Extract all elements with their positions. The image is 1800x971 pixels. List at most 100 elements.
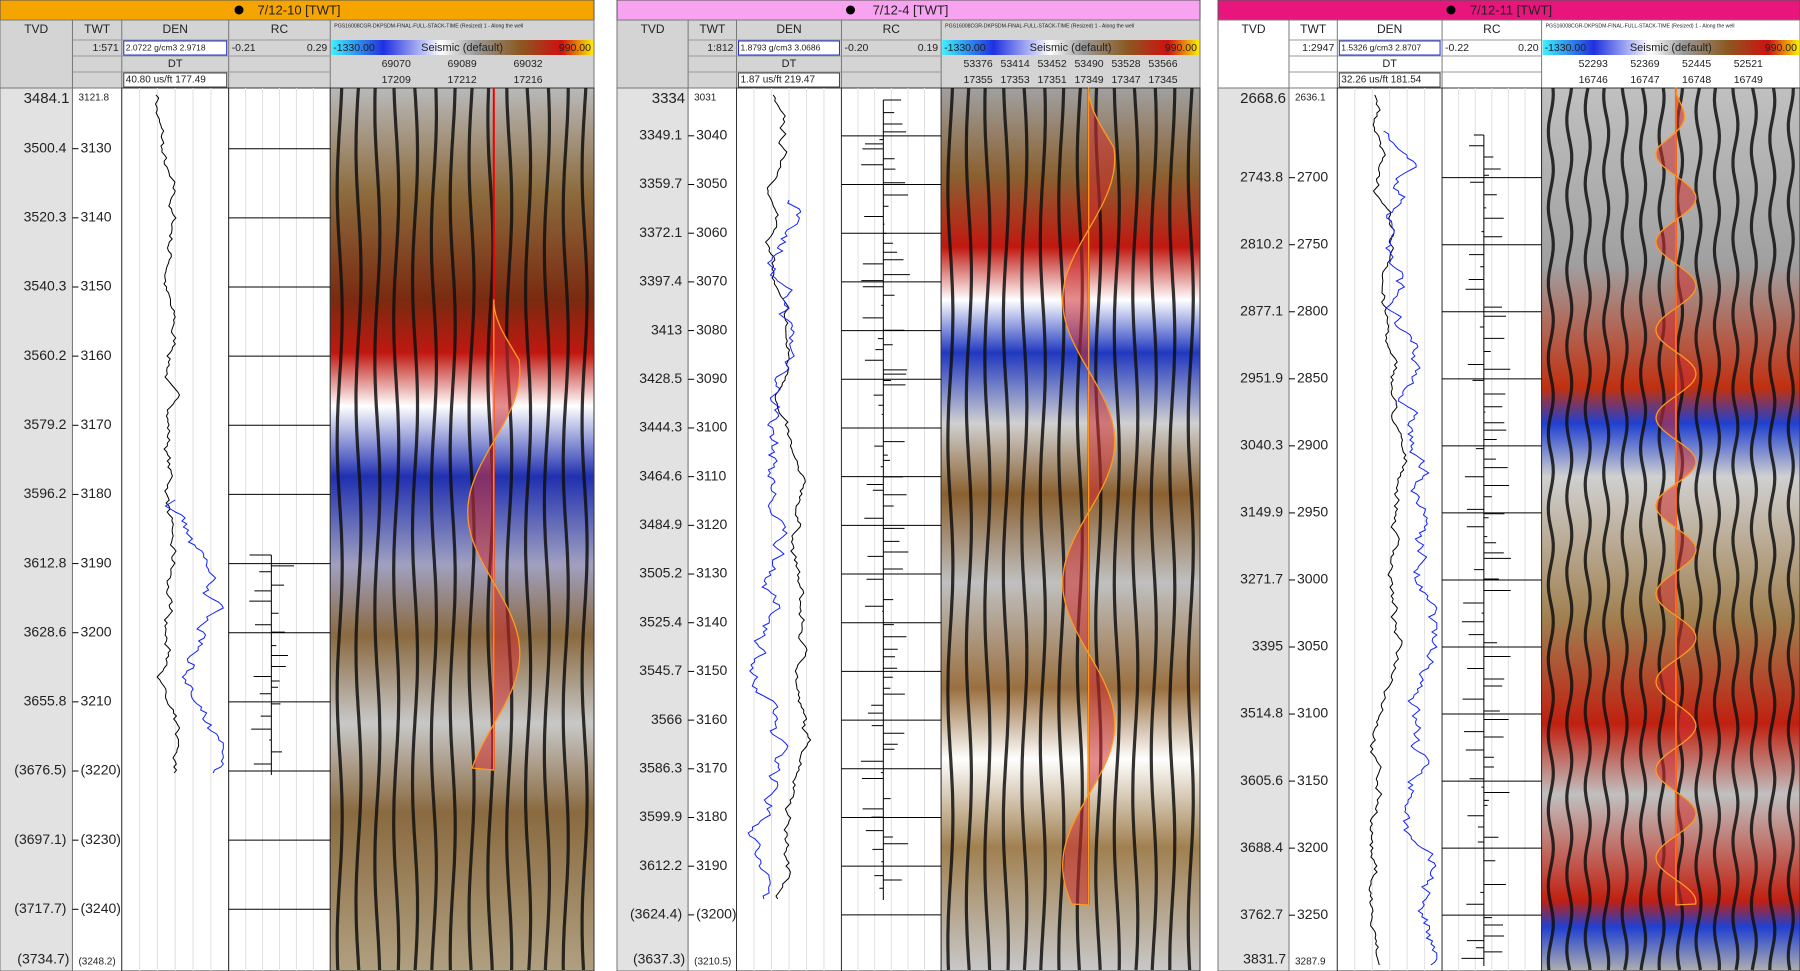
seismic-title: PGS16008CGR-DKPSDM-FINAL-FULL-STACK-TIME… <box>334 23 523 29</box>
tvd-label: 2951.9 <box>1240 370 1283 386</box>
rc-max: 0.29 <box>307 42 328 54</box>
twt-tick-label: (3230) <box>80 831 120 847</box>
trace-inline: 69089 <box>448 58 477 70</box>
tvd-label: 3372.1 <box>639 224 682 240</box>
colorbar-label: Seismic (default) <box>421 42 503 54</box>
twt-tick-label: 3140 <box>80 209 111 225</box>
trace-xline: 17349 <box>1074 74 1103 86</box>
twt-tick-label: 2700 <box>1297 168 1328 184</box>
twt-tick-label: 3090 <box>696 370 727 386</box>
tvd-label: 3040.3 <box>1240 437 1283 453</box>
trace-inline: 53490 <box>1074 58 1103 70</box>
trace-xline: 17345 <box>1148 74 1177 86</box>
twt-bottom: 3287.9 <box>1295 957 1326 968</box>
tvd-bottom: (3637.3) <box>633 951 685 967</box>
tvd-label: 3596.2 <box>24 485 67 501</box>
twt-top: 2636.1 <box>1295 93 1326 104</box>
trace-inline: 52293 <box>1579 58 1608 70</box>
tvd-label: 3525.4 <box>639 613 682 629</box>
twt-top: 3031 <box>694 93 717 104</box>
twt-tick-label: 3140 <box>696 613 727 629</box>
tvd-label: 3545.7 <box>639 662 682 678</box>
tvd-label: 3271.7 <box>1240 571 1283 587</box>
tvd-bottom: 3831.7 <box>1243 951 1286 967</box>
column-label: TWT <box>699 22 726 36</box>
well-panel: 7/12-4 [TWT]TVDTWTDENRCPGS16008CGR-DKPSD… <box>617 0 1200 971</box>
column-label: RC <box>1483 22 1501 36</box>
twt-tick-label: 3120 <box>696 516 727 532</box>
twt-tick-label: 3180 <box>80 485 111 501</box>
twt-top: 3121.8 <box>78 93 109 104</box>
tvd-label: 2743.8 <box>1240 168 1283 184</box>
dt-label: DT <box>1382 58 1397 70</box>
tvd-label: 3579.2 <box>24 416 67 432</box>
colorbar-min: -1330.00 <box>944 42 986 54</box>
dt-label: DT <box>168 58 183 70</box>
tvd-label: (3697.1) <box>14 831 66 847</box>
column-label: TVD <box>641 22 665 36</box>
column-label: TVD <box>24 22 48 36</box>
colorbar-label: Seismic (default) <box>1030 42 1112 54</box>
tvd-label: 3505.2 <box>639 565 682 581</box>
trace-xline: 17355 <box>964 74 993 86</box>
twt-tick-label: 3150 <box>696 662 727 678</box>
trace-inline: 52445 <box>1682 58 1711 70</box>
colorbar-min: -1330.00 <box>333 42 375 54</box>
tvd-label: 3560.2 <box>24 347 67 363</box>
seismic-title: PGS16008CGR-DKPSDM-FINAL-FULL-STACK-TIME… <box>945 23 1134 29</box>
trace-inline: 52369 <box>1630 58 1659 70</box>
tvd-label: (3717.7) <box>14 900 66 916</box>
trace-xline: 17351 <box>1037 74 1066 86</box>
dt-range: 32.26 us/ft 181.54 <box>1341 75 1422 86</box>
twt-tick-label: 2800 <box>1297 302 1328 318</box>
column-label: TWT <box>84 22 111 36</box>
twt-tick-label: 3130 <box>696 565 727 581</box>
trace-inline: 69032 <box>513 58 542 70</box>
well-panel: 7/12-10 [TWT]TVDTWTDENRCPGS16008CGR-DKPS… <box>0 0 594 971</box>
trace-xline: 16746 <box>1579 74 1608 86</box>
twt-tick-label: 3200 <box>1297 839 1328 855</box>
column-label: TVD <box>1242 22 1266 36</box>
colorbar-max: 990.00 <box>1765 42 1797 54</box>
twt-bottom: (3248.2) <box>78 957 115 968</box>
column-label: DEN <box>1377 22 1402 36</box>
well-panel: 7/12-11 [TWT] TVD TWT DEN RC PGS16008CGR-DKPS… <box>1218 0 1800 971</box>
rc-min: -0.21 <box>232 42 256 54</box>
well-dot <box>1447 6 1456 15</box>
tvd-label: (3676.5) <box>14 762 66 778</box>
scale: 1:571 <box>92 42 118 54</box>
tvd-label: 3444.3 <box>639 419 682 435</box>
trace-xline: 17353 <box>1001 74 1030 86</box>
den-range: 1.8793 g/cm3 3.0686 <box>741 42 821 52</box>
trace-xline: 17347 <box>1111 74 1140 86</box>
twt-tick-label: 3000 <box>1297 571 1328 587</box>
well-title: 7/12-11 [TWT] <box>1470 2 1552 17</box>
tvd-bottom: (3734.7) <box>17 951 69 967</box>
twt-tick-label: 3190 <box>696 857 727 873</box>
twt-tick-label: 3040 <box>696 127 727 143</box>
seismic-section <box>1542 88 1800 971</box>
tvd-label: 3395 <box>1252 638 1283 654</box>
tvd-label: 3612.2 <box>639 857 682 873</box>
rc-min: -0.22 <box>1445 42 1469 54</box>
twt-tick-label: 3100 <box>696 419 727 435</box>
dt-range: 40.80 us/ft 177.49 <box>126 75 207 86</box>
column-label: TWT <box>1300 22 1327 36</box>
twt-tick-label: 3170 <box>696 760 727 776</box>
twt-tick-label: 3160 <box>80 347 111 363</box>
tvd-label: 3413 <box>651 321 682 337</box>
tvd-label: 3149.9 <box>1240 504 1283 520</box>
twt-tick-label: 2900 <box>1297 437 1328 453</box>
twt-tick-label: 3050 <box>1297 638 1328 654</box>
seismic-title: PGS16008CGR-DKPSDM-FINAL-FULL-STACK-TIME… <box>1546 23 1735 29</box>
tvd-label: 3464.6 <box>639 467 682 483</box>
twt-tick-label: 3130 <box>80 139 111 155</box>
dt-range: 1.87 us/ft 219.47 <box>741 75 816 86</box>
tvd-label: 3500.4 <box>24 139 67 155</box>
rc-max: 0.20 <box>1518 42 1539 54</box>
twt-tick-label: (3220) <box>80 762 120 778</box>
twt-bottom: (3210.5) <box>694 957 731 968</box>
seismic-section <box>330 88 594 971</box>
dt-label: DT <box>782 58 797 70</box>
tvd-label: (3624.4) <box>630 906 682 922</box>
